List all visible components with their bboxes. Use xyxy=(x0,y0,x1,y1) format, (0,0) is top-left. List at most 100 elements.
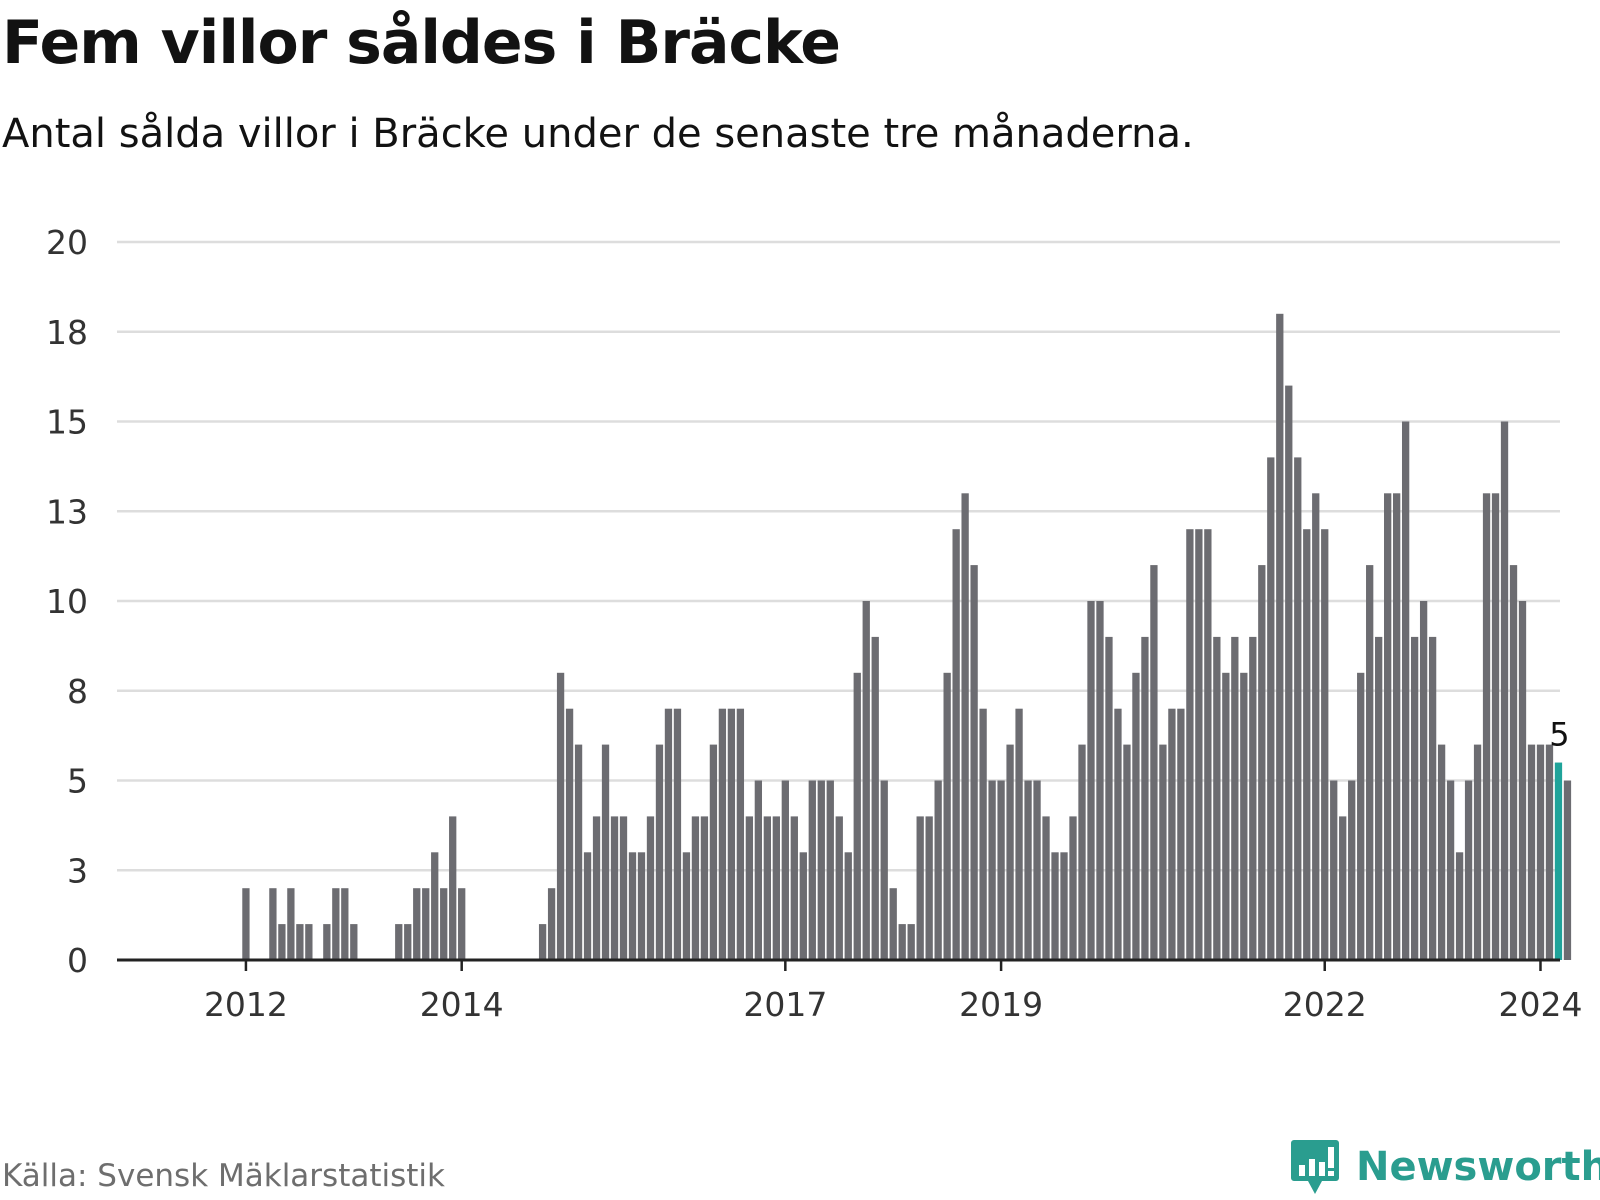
y-tick-label: 5 xyxy=(67,762,88,801)
bar-highlight xyxy=(1554,762,1563,960)
bar xyxy=(1042,816,1050,960)
x-tick-label: 2012 xyxy=(204,985,288,1024)
bar xyxy=(449,816,457,960)
bar xyxy=(296,924,304,960)
bar xyxy=(350,924,358,960)
bar xyxy=(610,816,619,960)
bar xyxy=(556,672,565,960)
bar xyxy=(952,529,960,960)
bar xyxy=(727,708,736,960)
bar xyxy=(871,636,879,960)
bar xyxy=(1545,744,1554,960)
bar xyxy=(1401,421,1410,960)
bar xyxy=(700,816,709,960)
bar xyxy=(1375,636,1383,960)
gridlines xyxy=(117,240,1560,872)
brand-logo: Newsworthy xyxy=(1290,1138,1600,1196)
bar xyxy=(1195,529,1203,960)
bar xyxy=(431,852,439,960)
bar xyxy=(1563,780,1572,960)
bar xyxy=(889,888,897,960)
bar xyxy=(547,888,556,960)
bar xyxy=(1473,744,1482,960)
bar xyxy=(1464,780,1473,960)
bar xyxy=(1213,636,1221,960)
bar xyxy=(1393,493,1401,960)
bar xyxy=(413,888,421,960)
bar xyxy=(808,780,816,960)
bar xyxy=(790,816,798,960)
bar xyxy=(1384,493,1392,960)
bar xyxy=(341,888,349,960)
bar xyxy=(278,924,286,960)
bar xyxy=(1446,780,1455,960)
bar xyxy=(242,888,250,960)
bar xyxy=(565,708,574,960)
latest-value-label: 5 xyxy=(1549,716,1569,754)
bar xyxy=(763,816,771,960)
bar xyxy=(1312,493,1320,960)
bar xyxy=(718,708,727,960)
source-note: Källa: Svensk Mäklarstatistik xyxy=(2,1158,445,1194)
bar xyxy=(1006,744,1014,960)
bar xyxy=(1096,601,1104,960)
y-tick-label: 3 xyxy=(67,851,88,890)
bar xyxy=(1437,744,1446,960)
bar xyxy=(628,852,637,960)
bar xyxy=(1078,744,1086,960)
x-tick-label: 2022 xyxy=(1283,985,1367,1024)
bar xyxy=(925,816,933,960)
bar xyxy=(655,744,664,960)
bar xyxy=(1132,672,1140,960)
bar xyxy=(853,672,861,960)
y-tick-label: 10 xyxy=(46,582,88,621)
bar xyxy=(538,924,547,960)
bar xyxy=(907,924,915,960)
bar xyxy=(1536,744,1545,960)
bar xyxy=(1177,708,1185,960)
bar xyxy=(916,816,924,960)
bar xyxy=(395,924,403,960)
y-tick-label: 15 xyxy=(46,403,88,442)
bar xyxy=(772,816,780,960)
bar xyxy=(943,672,951,960)
bar xyxy=(862,601,870,960)
x-tick-label: 2017 xyxy=(743,985,827,1024)
x-tick-label: 2014 xyxy=(420,985,504,1024)
bar xyxy=(781,780,789,960)
bar xyxy=(1267,457,1275,960)
axes: 0 3 5 8 10 13 15 18 20 2012 2014 2017 2019 2022 2024 5 xyxy=(46,223,1582,1024)
bar xyxy=(619,816,628,960)
bar xyxy=(1348,780,1356,960)
bar xyxy=(709,744,718,960)
bar xyxy=(1015,708,1023,960)
bar xyxy=(799,852,807,960)
bar xyxy=(1222,672,1230,960)
bar xyxy=(1482,493,1491,960)
bar xyxy=(1410,636,1419,960)
bar xyxy=(934,780,942,960)
bar xyxy=(1419,601,1428,960)
bar xyxy=(1249,636,1257,960)
bar xyxy=(1294,457,1302,960)
bar xyxy=(979,708,987,960)
bar xyxy=(1455,852,1464,960)
bar xyxy=(1330,780,1338,960)
bar xyxy=(1033,780,1041,960)
bar xyxy=(1491,493,1500,960)
bar xyxy=(332,888,340,960)
bar xyxy=(1509,565,1518,960)
bar xyxy=(1105,636,1113,960)
bar xyxy=(1240,672,1248,960)
bar xyxy=(1321,529,1329,960)
bar xyxy=(1500,421,1509,960)
bar xyxy=(1159,744,1167,960)
bar xyxy=(1518,601,1527,960)
bar xyxy=(682,852,691,960)
bar xyxy=(1150,565,1158,960)
bar xyxy=(1527,744,1536,960)
y-tick-label: 18 xyxy=(46,313,88,352)
bar xyxy=(961,493,969,960)
bar xyxy=(826,780,834,960)
bar xyxy=(287,888,295,960)
